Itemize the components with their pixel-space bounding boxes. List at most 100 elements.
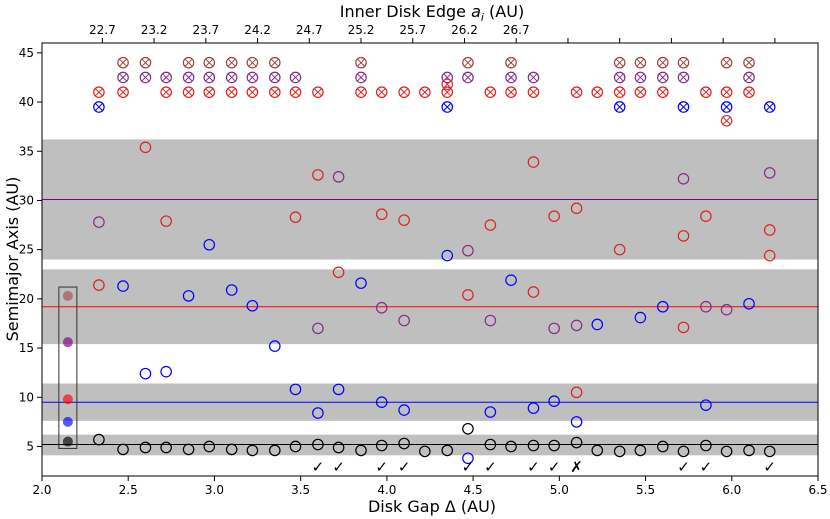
black-point: [656, 440, 669, 453]
blue-point: [527, 402, 540, 414]
legend-marker-2: [62, 394, 73, 405]
top-tick-label: 26.7: [503, 23, 530, 37]
crossed-point-ring: [527, 86, 540, 99]
crossed-point-ring: [505, 71, 517, 84]
red-point: [139, 141, 152, 154]
crossed-point-ring: [246, 71, 259, 84]
crossed-point: [441, 86, 454, 99]
crossed-point-ring: [763, 101, 776, 113]
crossed-point-ring: [355, 56, 367, 69]
x-tick-label: 2.5: [119, 483, 138, 497]
legend-marker-3: [62, 337, 73, 348]
x-tick-label: 2.0: [32, 483, 51, 497]
black-point: [268, 444, 281, 457]
crossed-point-ring: [312, 86, 324, 99]
black-point: [289, 440, 302, 453]
crossed-point-x2: [529, 88, 538, 97]
blue-point: [139, 367, 152, 380]
crossed-point: [505, 56, 517, 69]
top-tick-label: 26.2: [451, 23, 478, 37]
crossed-point: [656, 71, 669, 84]
y-tick-label: 15: [19, 341, 34, 355]
crossed-point: [160, 71, 172, 84]
blue-point: [117, 280, 129, 292]
y-tick-label: 40: [19, 95, 34, 109]
crossed-point-x2: [313, 88, 323, 97]
crossed-point: [160, 86, 172, 99]
crossed-point: [312, 86, 324, 99]
red-point: [700, 210, 712, 222]
black-point: [355, 444, 367, 457]
crossed-point: [656, 86, 669, 99]
crossed-point-x2: [506, 73, 516, 82]
crossed-point-x2: [443, 102, 452, 112]
blue-point: [398, 404, 410, 416]
crossed-point-ring: [591, 86, 604, 99]
y-tick-label: 20: [19, 292, 34, 306]
black-point: [332, 441, 345, 454]
top-tick-label: 23.2: [141, 23, 168, 37]
crossed-point-x2: [118, 73, 128, 82]
crossed-point-x2: [636, 73, 645, 82]
crossed-point: [743, 86, 755, 99]
crossed-point-x2: [443, 88, 452, 97]
crossed-point: [613, 86, 626, 99]
blue-point: [700, 399, 712, 411]
crossed-point-x2: [162, 73, 171, 82]
crossed-point-ring: [182, 56, 195, 69]
crossed-point-x2: [572, 88, 581, 97]
crossed-point-ring: [419, 86, 431, 99]
crossed-point-ring: [743, 86, 755, 99]
purple-point: [763, 167, 776, 179]
purple-point: [548, 322, 560, 335]
red-point: [289, 211, 302, 223]
crossed-point-x2: [270, 58, 279, 67]
crossed-point: [117, 56, 129, 69]
top-tick-label: 25.2: [348, 23, 375, 37]
data-point-layer: [93, 141, 776, 465]
x-tick-label: 3.0: [205, 483, 224, 497]
blue-point: [591, 318, 604, 331]
crossed-point: [591, 86, 604, 99]
red-point: [527, 286, 540, 298]
plot-frame: [41, 42, 819, 477]
crossed-point: [743, 71, 755, 84]
crossed-point-ring: [93, 86, 105, 99]
crossed-point: [763, 101, 776, 113]
black-point: [225, 443, 238, 456]
crossed-point-x2: [141, 73, 150, 82]
crossed-point: [462, 71, 474, 84]
crossed-point: [634, 56, 647, 69]
check-mark: ✓: [398, 458, 411, 476]
crossed-point: [527, 71, 540, 84]
red-point: [548, 210, 560, 222]
legend-marker-4: [62, 290, 73, 301]
red-point: [527, 156, 540, 168]
purple-point: [375, 301, 388, 314]
top-axis-label: Inner Disk Edge ai (AU): [340, 2, 524, 24]
crossed-point: [139, 71, 152, 84]
crossed-point-x2: [463, 73, 473, 82]
top-axis-label-var: a: [471, 2, 481, 21]
crossed-point-x2: [593, 88, 602, 97]
crossed-point-ring: [160, 71, 172, 84]
black-point: [203, 440, 216, 453]
blue-point: [656, 300, 669, 313]
top-tick-label: 25.7: [399, 23, 426, 37]
crossed-point: [441, 101, 454, 113]
crossed-point-ring: [613, 101, 626, 113]
crossed-point: [419, 86, 431, 99]
crossed-point: [93, 86, 105, 99]
blue-point: [268, 340, 281, 352]
crossed-point-ring: [289, 86, 302, 99]
crossed-point-x2: [356, 73, 366, 82]
check-mark: ✓: [375, 458, 388, 476]
crossed-point-ring: [634, 56, 647, 69]
crossed-point: [656, 56, 669, 69]
crossed-point: [268, 71, 281, 84]
crossed-point-x2: [679, 102, 688, 112]
y-tick-label: 45: [19, 46, 34, 60]
purple-point: [570, 319, 583, 332]
blue-point: [570, 416, 583, 428]
